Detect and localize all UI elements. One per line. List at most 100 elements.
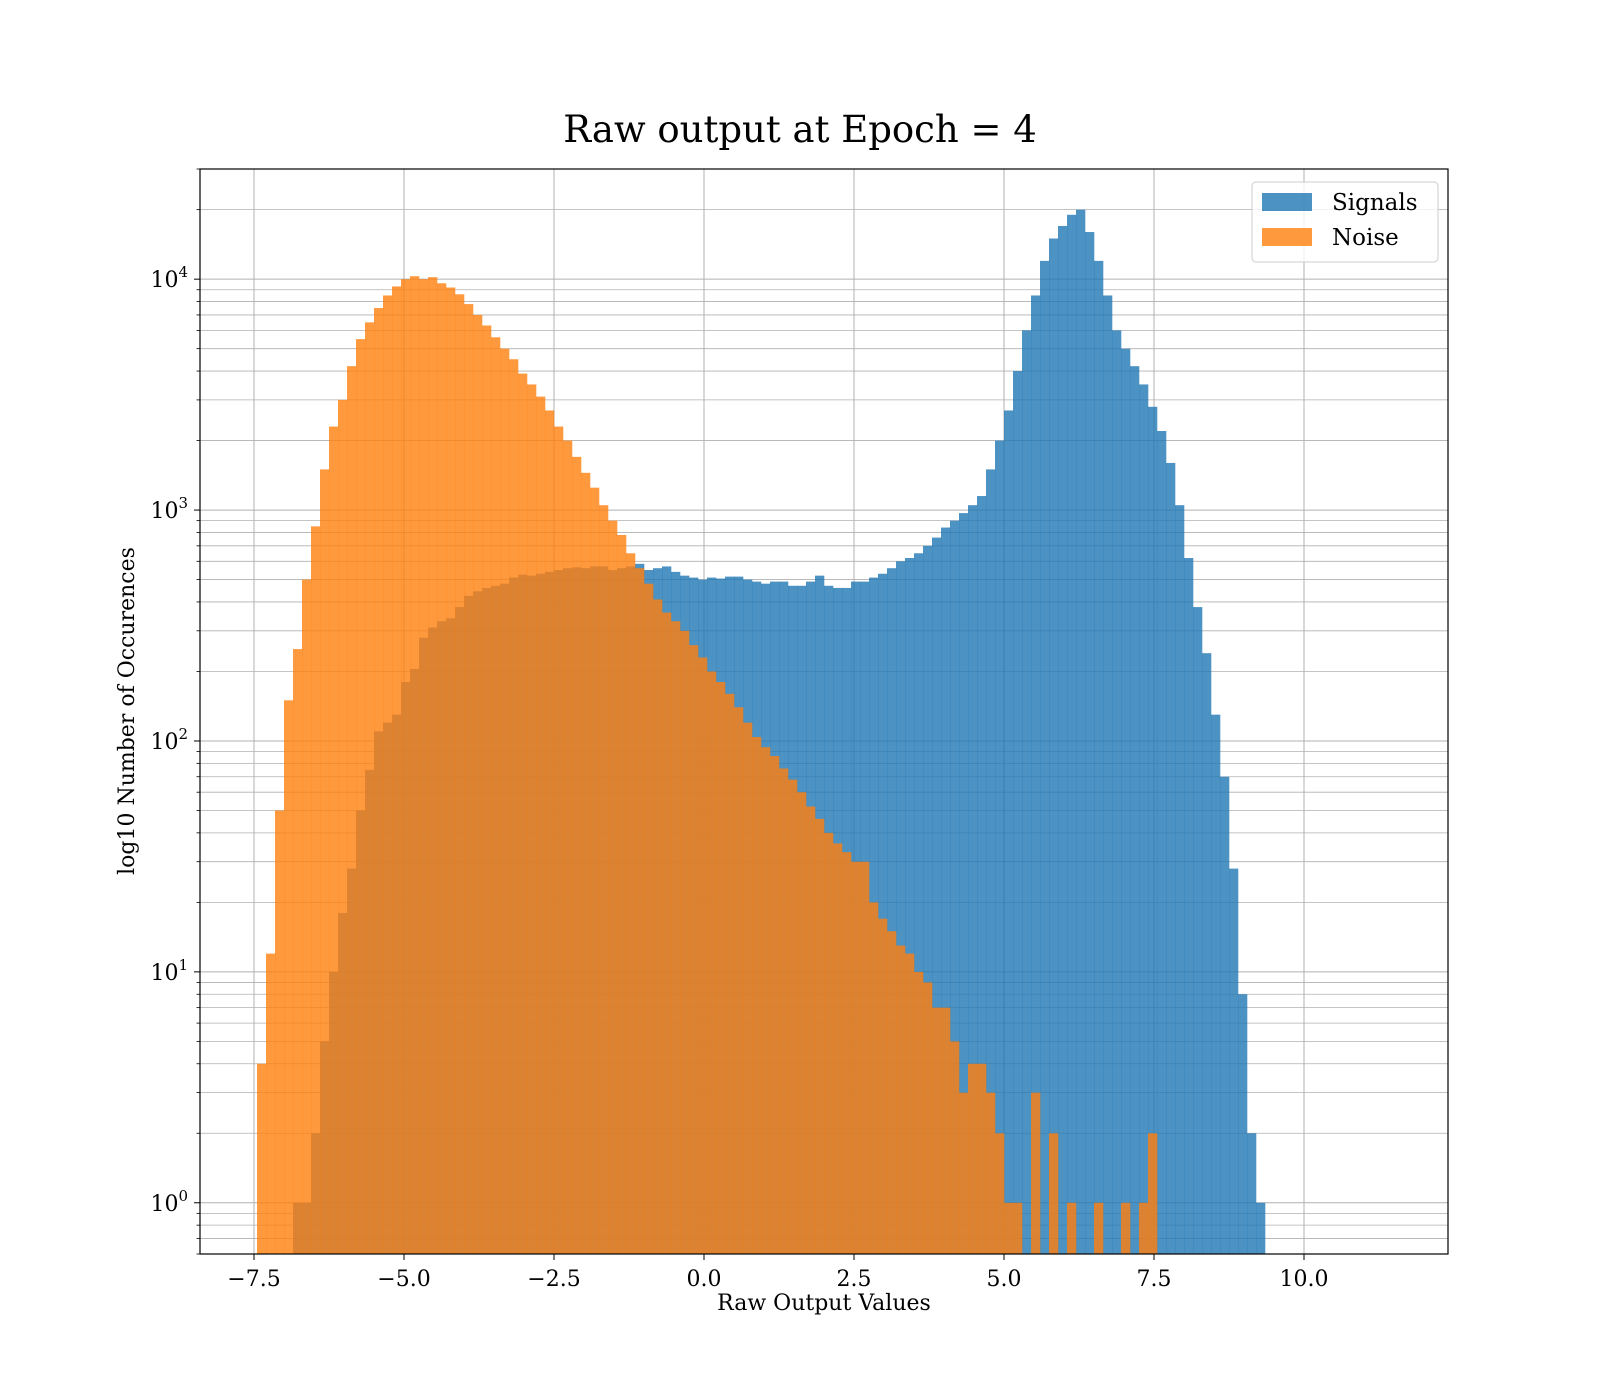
noise-bar: [554, 426, 564, 1254]
legend-swatch-signals: [1262, 193, 1312, 211]
noise-bar: [734, 707, 744, 1254]
noise-bar: [320, 469, 330, 1254]
noise-bar: [392, 286, 402, 1254]
plot-frame: [199, 168, 1449, 1255]
noise-bar: [527, 384, 537, 1254]
signals-bar: [914, 553, 924, 1254]
noise-bar: [878, 918, 888, 1254]
noise-bar: [941, 1007, 951, 1254]
x-tick-label: −2.5: [527, 1267, 580, 1292]
signals-bar: [1013, 371, 1023, 1254]
noise-bar: [653, 599, 663, 1254]
signals-bar: [1130, 366, 1140, 1254]
noise-bar: [914, 971, 924, 1254]
noise-bar: [770, 756, 780, 1254]
x-tick-label: −7.5: [227, 1267, 280, 1292]
noise-bar: [743, 722, 753, 1254]
noise-bar: [545, 410, 555, 1255]
noise-bar: [671, 621, 681, 1254]
signals-bar: [1022, 330, 1032, 1254]
noise-bar: [761, 747, 771, 1254]
signals-bar: [1193, 607, 1203, 1254]
noise-bar: [806, 806, 816, 1254]
noise-bar: [491, 337, 501, 1254]
y-tick-label: 100: [150, 1187, 188, 1217]
noise-bar: [833, 843, 843, 1254]
noise-bar: [986, 1092, 996, 1254]
noise-bar: [1067, 1202, 1077, 1254]
signals-bar: [905, 558, 915, 1254]
signals-bar: [1157, 431, 1167, 1254]
noise-bar: [680, 630, 690, 1254]
noise-bar: [662, 612, 672, 1254]
noise-bar: [302, 579, 312, 1254]
noise-bar: [896, 945, 906, 1254]
noise-bar: [644, 583, 654, 1254]
noise-bar: [383, 295, 393, 1255]
noise-bar: [1139, 1202, 1149, 1254]
signals-bar: [1238, 994, 1248, 1254]
y-tick-label: 104: [150, 263, 188, 293]
noise-bar: [1121, 1202, 1131, 1254]
noise-bar: [509, 359, 519, 1254]
noise-bar: [635, 568, 645, 1254]
signals-bar: [1004, 410, 1014, 1255]
x-tick-label: −5.0: [377, 1267, 430, 1292]
noise-bar: [815, 818, 825, 1254]
noise-bar: [626, 553, 636, 1254]
x-tick-label: 2.5: [837, 1267, 872, 1292]
signals-bar: [950, 520, 960, 1254]
noise-bar: [455, 294, 465, 1254]
noise-bar: [842, 852, 852, 1254]
signals-bar: [1211, 714, 1221, 1254]
noise-bar: [599, 505, 609, 1254]
y-tick-label: 101: [150, 956, 188, 986]
noise-bar: [950, 1041, 960, 1254]
noise-bar: [716, 682, 726, 1254]
noise-bar: [1004, 1202, 1014, 1254]
signals-bar: [923, 545, 933, 1254]
signals-bar: [1229, 868, 1239, 1254]
signals-bar: [887, 568, 897, 1254]
noise-bar: [401, 279, 411, 1254]
noise-bar: [410, 276, 420, 1254]
noise-bar: [788, 779, 798, 1254]
signals-bar: [1058, 225, 1068, 1255]
signals-bar: [1067, 214, 1077, 1254]
noise-bar: [1031, 1092, 1041, 1254]
noise-bar: [581, 472, 591, 1254]
noise-bar: [860, 861, 870, 1254]
signals-bar: [1247, 1133, 1257, 1254]
x-axis-ticks: −7.5 −5.0 −2.5 0.0 2.5 5.0 7.5 10.0: [227, 1254, 1328, 1292]
y-tick-label: 102: [150, 725, 188, 755]
noise-bar: [689, 645, 699, 1254]
legend: Signals Noise: [1251, 181, 1439, 263]
noise-bar: [797, 792, 807, 1254]
noise-bar: [572, 456, 582, 1254]
noise-bar: [977, 1063, 987, 1254]
y-axis-label: log10 Number of Occurences: [115, 547, 140, 875]
noise-bar: [725, 693, 735, 1254]
signals-bar: [1112, 330, 1122, 1254]
noise-bar: [779, 768, 789, 1254]
noise-bar: [329, 426, 339, 1254]
x-tick-label: 7.5: [1137, 1267, 1172, 1292]
x-tick-label: 10.0: [1280, 1267, 1329, 1292]
signals-bar: [1256, 1202, 1266, 1254]
signals-bar: [977, 496, 987, 1254]
noise-bar: [536, 396, 546, 1254]
noise-bar: [905, 953, 915, 1254]
signals-bar: [896, 561, 906, 1254]
noise-bar: [1148, 1133, 1158, 1254]
noise-bar: [923, 982, 933, 1254]
noise-bar: [266, 953, 276, 1254]
signals-bar: [1031, 295, 1041, 1255]
signals-bar: [1175, 505, 1185, 1254]
signals-bar: [1049, 238, 1059, 1254]
noise-bar: [608, 520, 618, 1254]
y-tick-label: 103: [150, 494, 188, 524]
noise-bar: [275, 810, 285, 1254]
signals-bar: [995, 440, 1005, 1254]
signals-bar: [1148, 406, 1158, 1254]
signals-bar: [1103, 295, 1113, 1255]
